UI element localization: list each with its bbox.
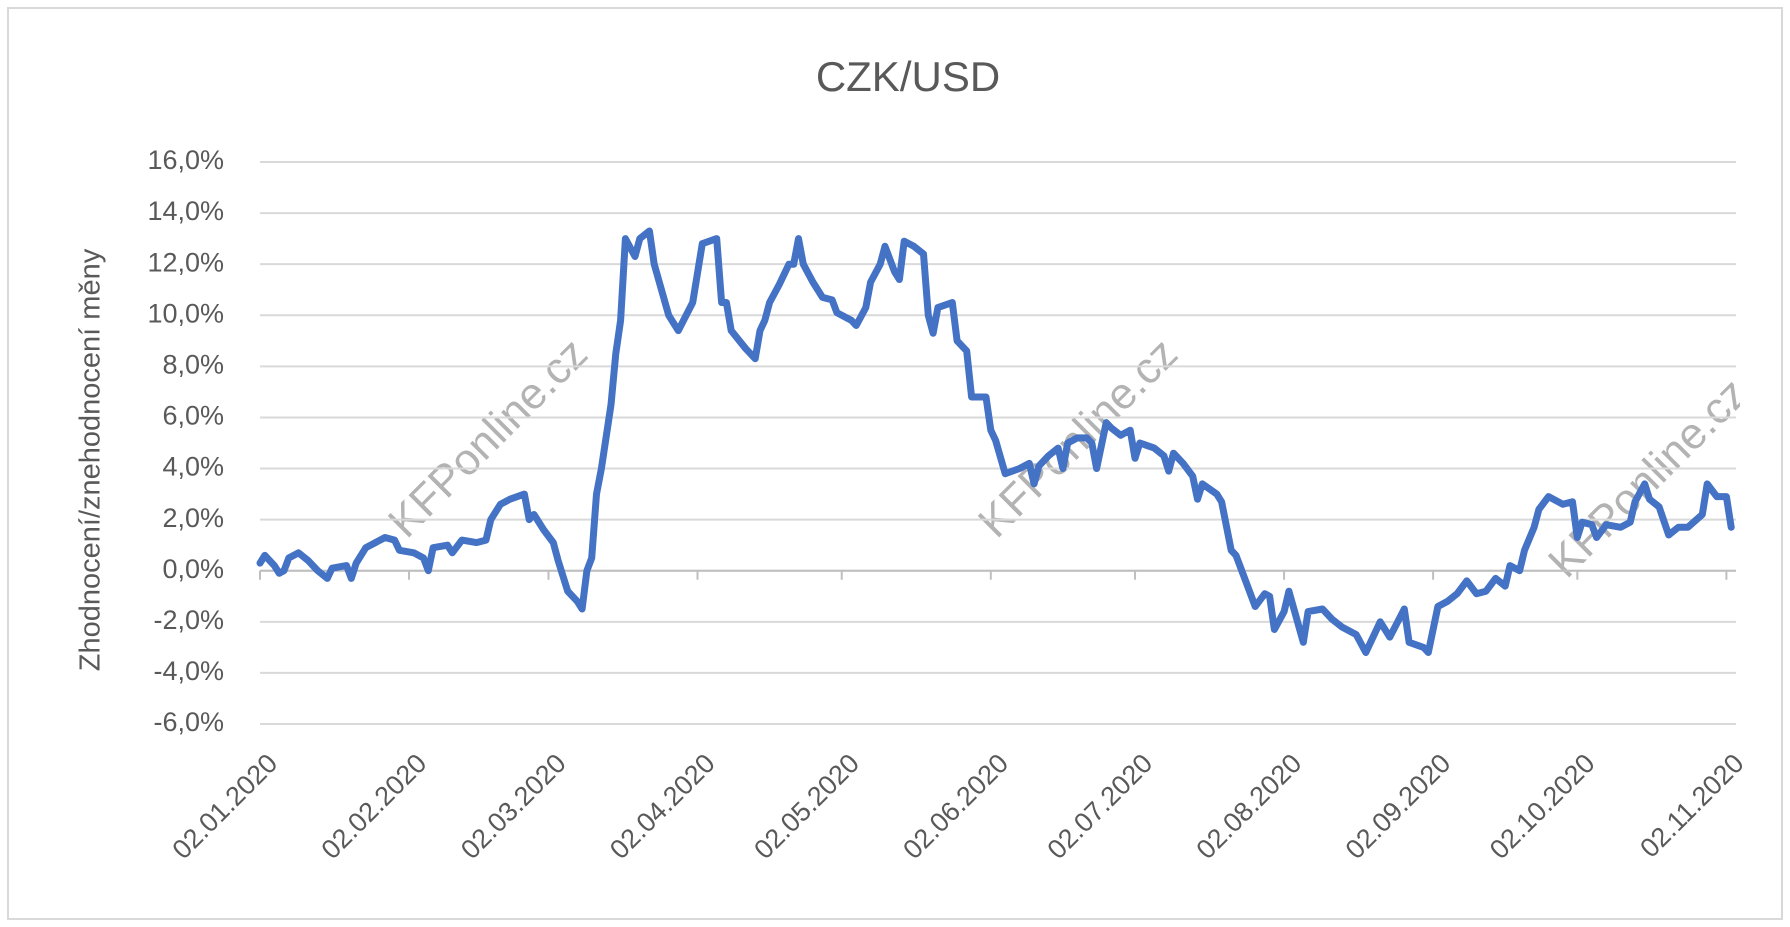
y-axis-label: Zhodnocení/znehodnocení měny [75, 248, 107, 671]
y-tick-label: 6,0% [162, 401, 224, 431]
y-tick-label: -6,0% [153, 707, 224, 737]
data-line [256, 227, 1735, 656]
y-tick-label: 14,0% [147, 196, 224, 226]
chart-frame [7, 7, 1783, 920]
y-tick-label: 2,0% [162, 503, 224, 533]
y-tick-label: -4,0% [153, 656, 224, 686]
y-tick-label: 0,0% [162, 554, 224, 584]
y-tick-label: 8,0% [162, 349, 224, 379]
y-tick-label: -2,0% [153, 605, 224, 635]
y-tick-label: 16,0% [147, 145, 224, 175]
chart-title: CZK/USD [816, 53, 1000, 100]
y-tick-label: 4,0% [162, 452, 224, 482]
y-tick-label: 12,0% [147, 247, 224, 277]
y-tick-label: 10,0% [147, 298, 224, 328]
